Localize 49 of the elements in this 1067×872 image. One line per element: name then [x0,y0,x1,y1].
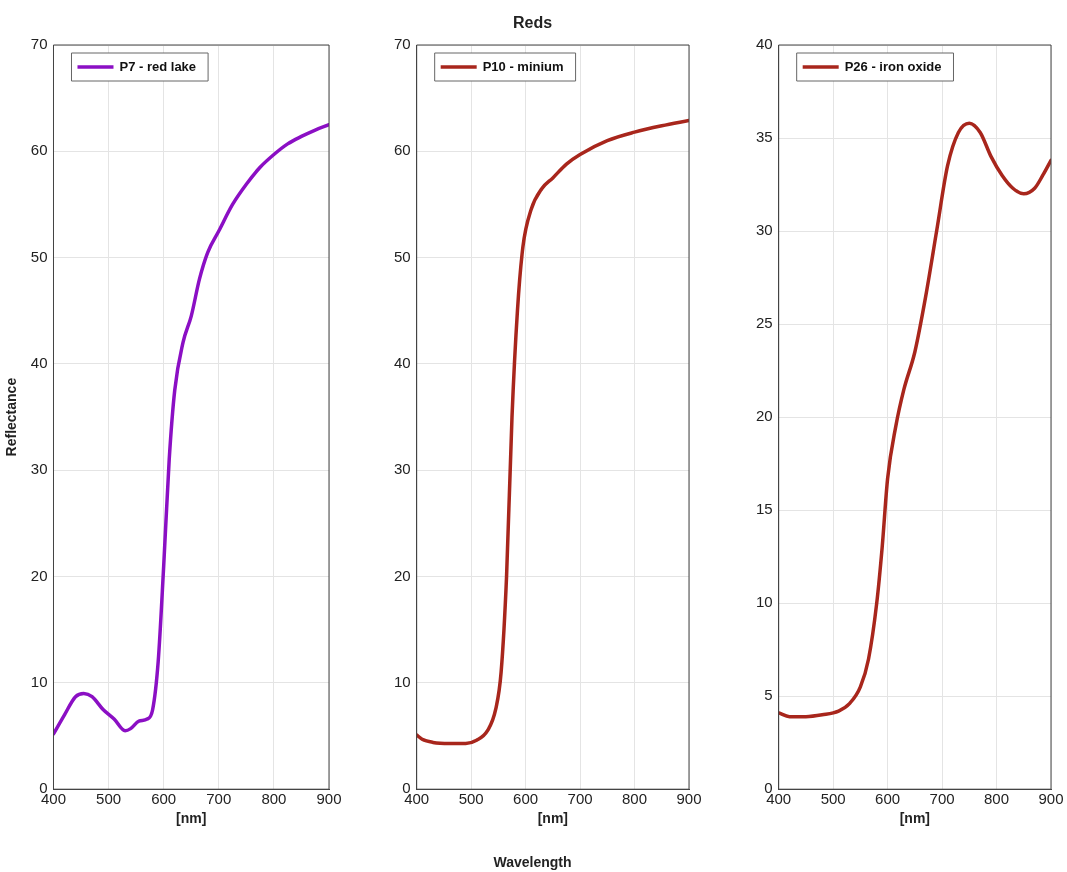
y-tick-label: 40 [30,354,48,372]
x-tick-label: 700 [567,790,593,808]
x-tick-label: 500 [820,790,846,808]
y-tick-label: 70 [30,35,48,53]
x-tick-label: 900 [676,790,702,808]
y-tick-label: 20 [30,566,48,584]
x-axis-title: [nm] [899,810,931,827]
x-tick-label: 600 [513,790,539,808]
chart-title: Reds [511,14,554,32]
y-tick-label: 20 [394,566,411,584]
y-tick-label: 10 [30,673,48,691]
y-tick-label: 50 [394,247,411,265]
x-tick-label: 500 [458,790,484,808]
y-tick-label: 15 [756,500,773,518]
x-tick-label: 700 [929,790,955,808]
x-tick-label: 800 [622,790,648,808]
y-tick-label: 30 [30,460,48,478]
line-series [53,122,329,736]
x-axis-title: [nm] [537,810,569,827]
y-tick-label: 5 [764,686,773,704]
y-tick-label: 10 [394,673,411,691]
line-series [416,118,689,746]
y-tick-label: 10 [756,593,773,611]
x-tick-label: 800 [261,790,287,808]
x-tick-label: 900 [316,790,342,808]
y-tick-label: 30 [394,460,411,478]
y-tick-label: 30 [756,221,773,239]
x-axis-title: [nm] [176,810,207,827]
legend-label: P10 - minium [482,58,564,74]
x-tick-label: 800 [984,790,1010,808]
y-tick-label: 40 [756,35,773,53]
line-series [778,121,1051,719]
y-tick-label: 50 [30,247,48,265]
legend-label: P26 - iron oxide [844,58,942,74]
y-tick-label: 40 [394,354,411,372]
text: Wavelength [492,854,573,870]
x-tick-label: 600 [875,790,901,808]
legend-label: P7 - red lake [119,58,197,74]
y-tick-label: 25 [756,314,773,332]
x-tick-label: 600 [151,790,177,808]
y-tick-label: 60 [394,141,411,159]
y-tick-label: 35 [756,128,773,146]
y-axis-title: Reflectance [3,377,20,457]
y-tick-label: 20 [756,407,773,425]
x-tick-label: 700 [206,790,232,808]
x-tick-label: 900 [1038,790,1064,808]
x-tick-label: 500 [96,790,122,808]
y-tick-label: 70 [394,35,411,53]
y-tick-label: 60 [30,141,48,159]
